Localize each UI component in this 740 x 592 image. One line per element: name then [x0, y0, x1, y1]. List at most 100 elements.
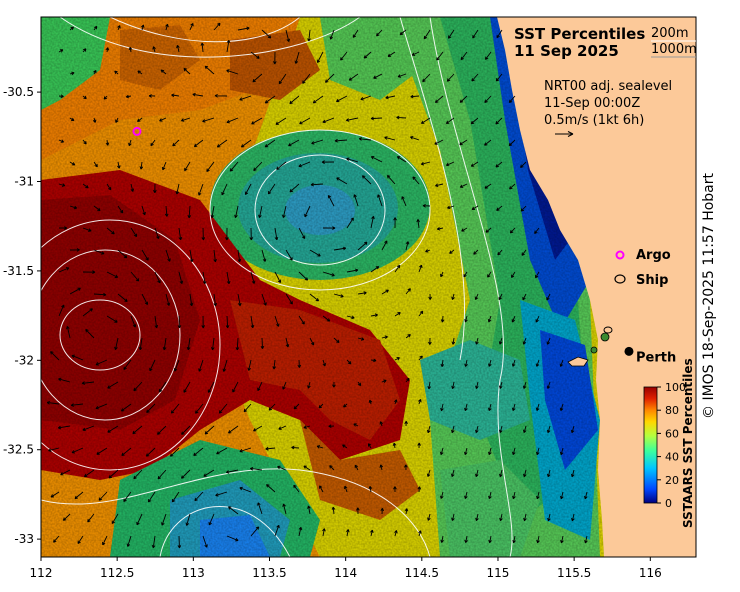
current-vector-arrow	[428, 337, 432, 345]
current-vector-arrow	[157, 469, 167, 480]
current-vector-arrow	[189, 22, 194, 31]
current-vector-arrow	[436, 51, 444, 61]
current-vector-arrow	[546, 293, 551, 301]
current-vector-arrow	[106, 315, 118, 323]
current-vector-arrow	[272, 359, 277, 370]
current-vector-arrow	[74, 491, 84, 500]
current-vector-arrow	[207, 381, 215, 393]
current-vector-arrow	[285, 293, 293, 305]
current-vector-arrow	[69, 117, 75, 122]
current-vector-arrow	[460, 51, 468, 61]
current-vector-arrow	[161, 513, 167, 526]
current-vector-arrow	[512, 491, 516, 500]
current-vector-arrow	[298, 161, 311, 168]
current-vector-arrow	[488, 359, 492, 367]
current-vector-arrow	[536, 491, 540, 500]
current-vector-arrow	[309, 293, 320, 302]
current-vector-arrow	[401, 196, 407, 207]
sst-field	[41, 17, 696, 557]
current-vector-arrow	[150, 139, 156, 147]
current-vector-arrow	[106, 227, 115, 235]
lat-tick-label: -33	[14, 532, 34, 546]
current-vector-arrow	[173, 359, 180, 372]
current-vector-arrow	[440, 271, 444, 278]
current-vector-arrow	[522, 337, 527, 345]
latitude-axis: -30.5 -31 -31.5 -32 -32.5 -33	[3, 85, 41, 546]
current-vector-arrow	[96, 447, 108, 455]
current-vector-arrow	[303, 465, 311, 471]
current-vector-arrow	[336, 177, 348, 185]
current-vector-arrow	[536, 535, 540, 544]
current-vector-arrow	[418, 264, 423, 273]
current-vector-arrow	[472, 29, 479, 39]
current-source: NRT00 adj. sealevel	[544, 79, 672, 94]
current-vector-arrow	[200, 42, 205, 53]
current-vector-arrow	[257, 381, 263, 392]
current-vector-arrow	[58, 377, 71, 383]
current-vector-arrow	[69, 205, 78, 210]
current-vector-arrow	[386, 175, 396, 185]
current-vector-arrow	[404, 420, 408, 427]
current-vector-arrow	[253, 425, 263, 432]
current-vector-arrow	[367, 443, 372, 449]
current-vector-arrow	[92, 117, 97, 123]
current-vector-arrow	[370, 313, 379, 318]
current-vector-arrow	[69, 71, 75, 76]
current-vector-arrow	[370, 358, 377, 363]
lat-tick-label: -32.5	[3, 443, 34, 457]
current-vector-arrow	[470, 117, 479, 125]
current-vector-arrow	[165, 23, 169, 31]
current-vector-arrow	[69, 26, 74, 31]
current-vector-arrow	[141, 249, 149, 261]
current-vector-arrow	[354, 464, 359, 471]
current-vector-arrow	[357, 291, 367, 295]
current-vector-arrow	[451, 337, 456, 345]
current-vector-arrow	[266, 484, 276, 493]
current-vector-arrow	[106, 183, 112, 191]
current-vector-arrow	[176, 44, 180, 53]
current-vector-arrow	[77, 535, 84, 544]
current-vector-arrow	[297, 359, 302, 368]
current-vector-arrow	[132, 425, 143, 435]
current-vector-arrow	[471, 205, 479, 211]
map-date: 11 Sep 2025	[514, 42, 619, 60]
current-vector-arrow	[343, 403, 348, 408]
current-vector-arrow	[484, 51, 492, 60]
current-vector-arrow	[58, 304, 65, 317]
lon-tick-label: 115	[487, 566, 510, 580]
current-vector-arrow	[82, 270, 96, 274]
current-vector-arrow	[393, 486, 397, 493]
current-vector-arrow	[464, 447, 468, 456]
current-vector-arrow	[252, 73, 263, 83]
current-vector-arrow	[102, 535, 108, 546]
lat-tick-label: -31	[14, 175, 34, 189]
current-vector-arrow	[381, 379, 387, 383]
current-vector-arrow	[141, 205, 146, 216]
current-vector-arrow	[584, 491, 588, 500]
current-vector-arrow	[418, 530, 422, 537]
current-vector-arrow	[257, 502, 263, 515]
current-vector-arrow	[244, 183, 252, 195]
current-vector-arrow	[426, 425, 431, 434]
copyright-text: © IMOS 18-Sep-2025 11:57 Hobart	[701, 173, 717, 419]
current-vector-arrow	[123, 359, 132, 371]
current-vector-arrow	[258, 205, 263, 219]
current-vector-arrow	[294, 51, 300, 64]
colorbar-label: SSTAARS SST Percentiles	[681, 358, 695, 528]
current-vector-arrow	[157, 425, 167, 435]
lat-tick-label: -31.5	[3, 264, 34, 278]
current-vector-arrow	[322, 359, 326, 367]
current-vector-arrow	[50, 351, 60, 361]
map-frame	[40, 16, 697, 558]
current-vector-arrow	[427, 381, 432, 390]
current-vector-arrow	[523, 469, 527, 478]
current-vector-arrow	[128, 46, 133, 53]
current-vector-arrow	[392, 442, 397, 449]
current-vector-arrow	[343, 485, 348, 493]
current-vector-arrow	[559, 447, 564, 456]
current-vector-arrow	[470, 161, 479, 167]
current-vector-arrow	[268, 403, 276, 411]
current-vector-arrow	[370, 215, 375, 229]
current-vector-arrow	[121, 447, 132, 457]
current-vector-arrow	[58, 49, 64, 53]
